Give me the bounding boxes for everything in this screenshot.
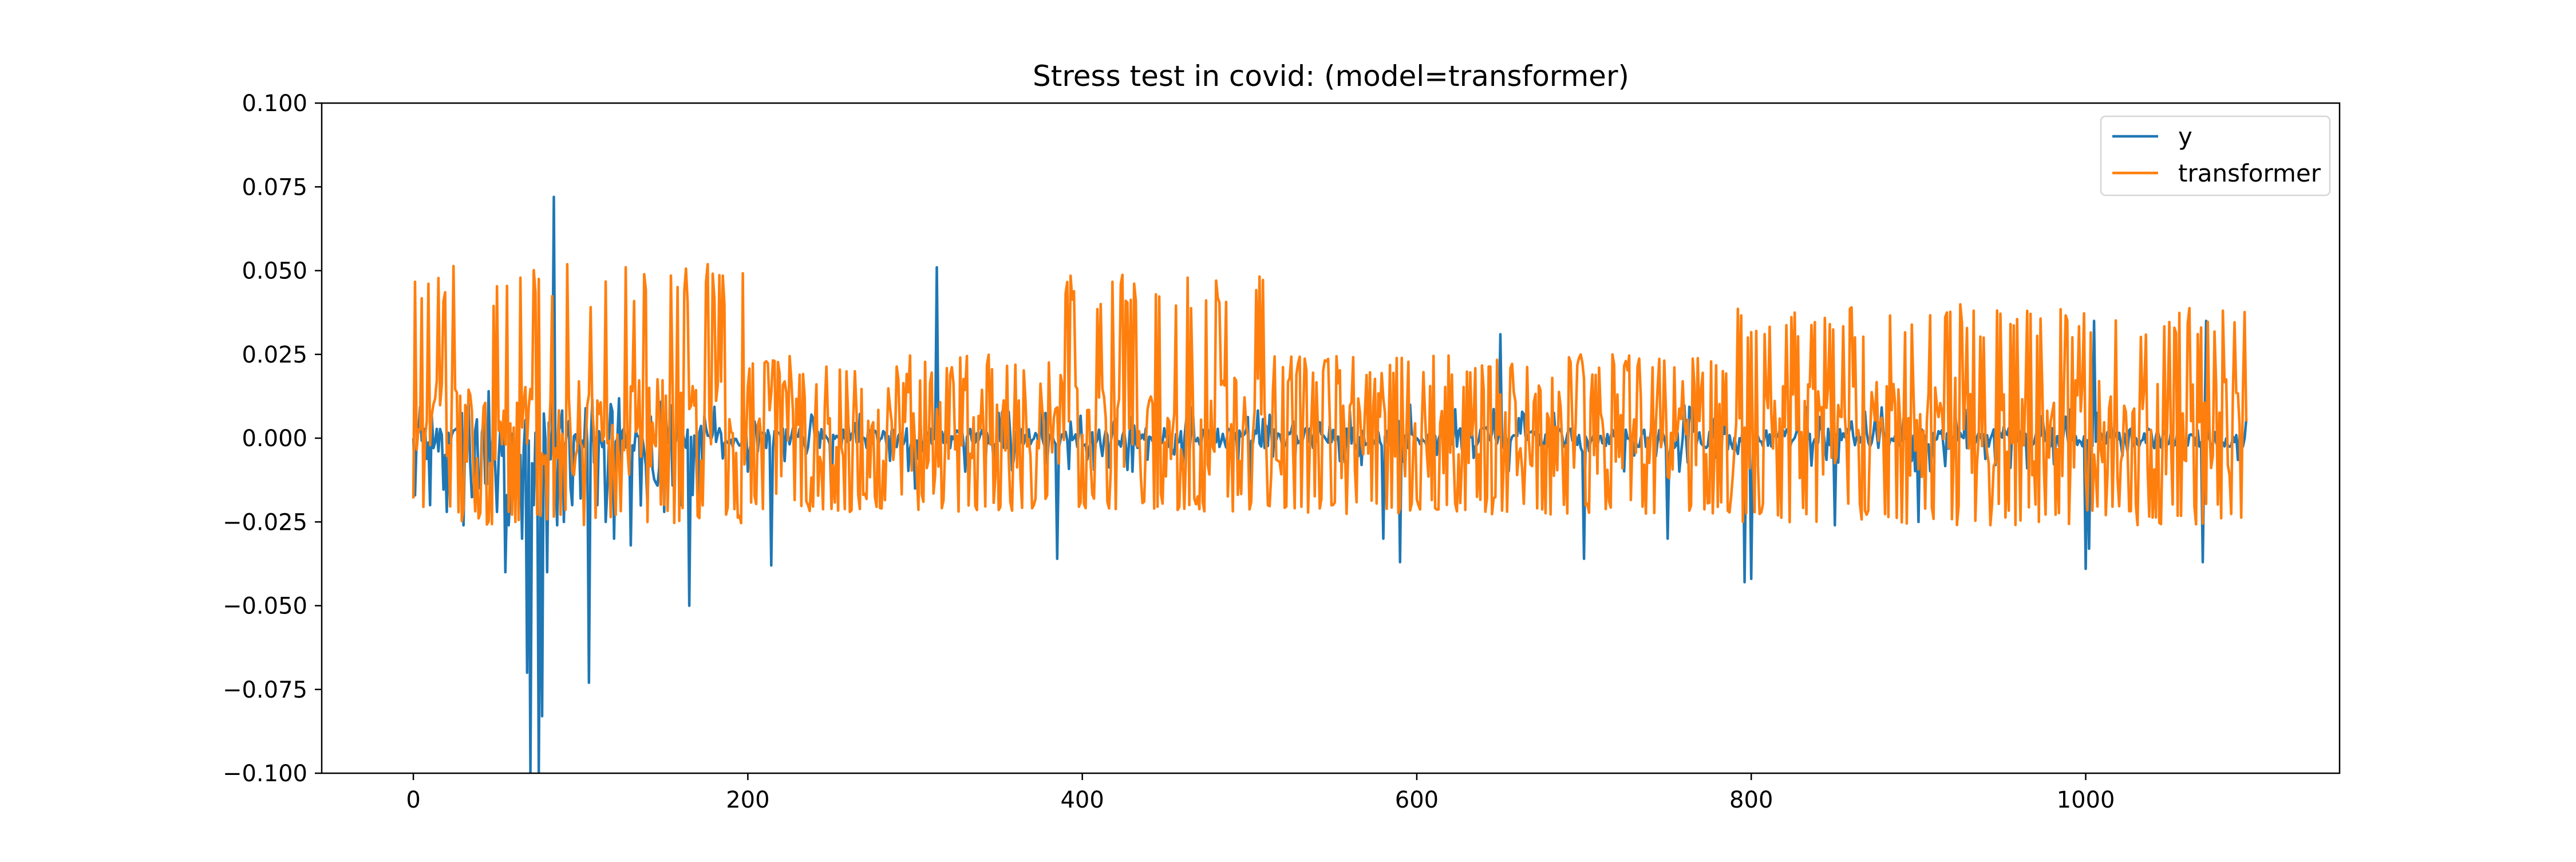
legend: y transformer [2100, 115, 2331, 196]
x-tick-label: 1000 [2057, 787, 2115, 813]
x-tick-label: 400 [1060, 787, 1104, 813]
y-tick-label: −0.025 [223, 509, 307, 536]
legend-label-transformer: transformer [2178, 159, 2321, 187]
y-tick-label: 0.000 [242, 426, 307, 452]
y-tick-label: 0.050 [242, 258, 307, 285]
x-axis: 0 200 400 600 800 1000 [406, 773, 2115, 813]
x-tick-label: 600 [1395, 787, 1439, 813]
y-axis: −0.100 −0.075 −0.050 −0.025 0.000 0.025 0.050 0… [223, 90, 322, 787]
x-tick-label: 200 [726, 787, 769, 813]
y-tick-label: 0.025 [242, 342, 307, 368]
y-tick-label: −0.075 [223, 677, 307, 703]
x-tick-label: 0 [406, 787, 420, 813]
legend-label-y: y [2178, 123, 2192, 151]
chart-title: Stress test in covid: (model=transformer… [1033, 60, 1629, 93]
y-tick-label: −0.100 [223, 761, 307, 787]
y-tick-label: 0.075 [242, 174, 307, 200]
series-transformer [412, 262, 2248, 527]
series-transformer-line [412, 262, 2248, 527]
y-tick-label: 0.100 [242, 90, 307, 117]
x-tick-label: 800 [1729, 787, 1773, 813]
y-tick-label: −0.050 [223, 593, 307, 620]
